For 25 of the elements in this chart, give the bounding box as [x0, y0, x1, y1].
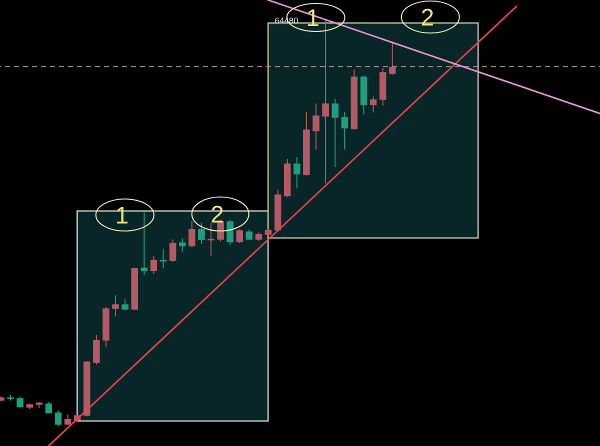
candlestick — [312, 103, 320, 150]
candlestick — [169, 238, 176, 262]
candlestick — [246, 228, 253, 240]
candlestick — [160, 248, 167, 269]
candlestick — [332, 98, 338, 168]
candlestick — [236, 228, 243, 244]
candlestick — [16, 396, 24, 408]
candlestick — [294, 156, 300, 189]
candlestick — [93, 334, 100, 366]
candlestick — [341, 111, 348, 150]
candlestick — [370, 96, 377, 113]
candlestick — [322, 19, 329, 184]
candlestick — [198, 222, 205, 244]
candlestick — [45, 402, 52, 414]
candlestick — [188, 220, 196, 248]
candlestick — [122, 298, 128, 311]
candlestick — [54, 410, 62, 427]
candlestick — [140, 212, 148, 276]
candlestick — [64, 414, 72, 426]
candlestick — [208, 222, 214, 257]
candlestick — [150, 256, 158, 275]
candlestick — [226, 219, 234, 246]
candlestick — [112, 294, 119, 317]
candlestick — [389, 42, 396, 76]
candlestick — [178, 238, 186, 252]
